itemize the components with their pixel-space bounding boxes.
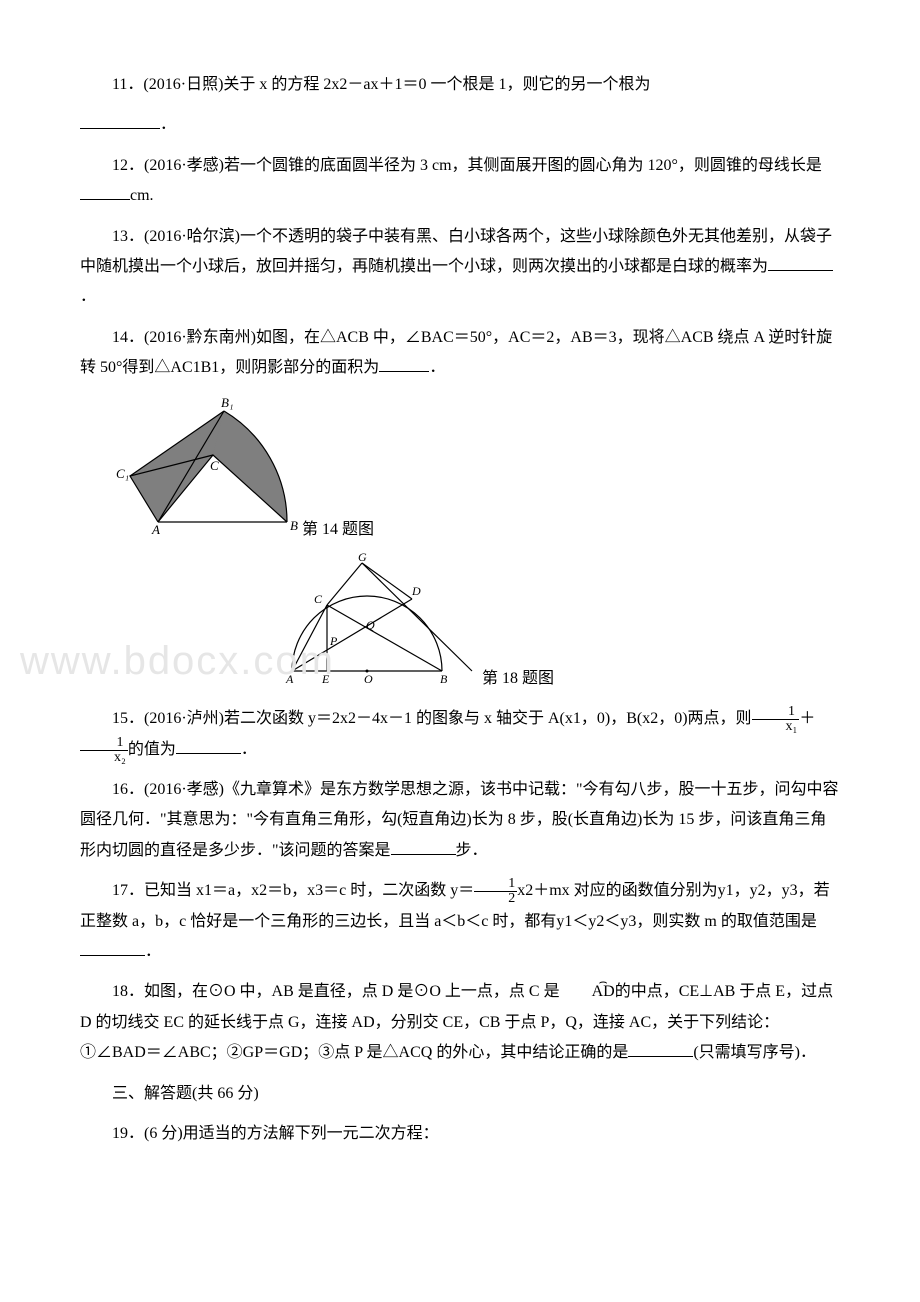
svg-text:G: G [358,553,367,564]
q14-text-a: 14．(2016·黔东南州)如图，在△ACB 中，∠BAC＝50°，AC＝2，A… [80,329,832,376]
svg-text:C: C [314,592,323,606]
q14-blank [379,355,429,372]
q12-text-b: cm. [130,187,154,204]
q11-blank [80,112,160,129]
question-18: 18．如图，在⊙O 中，AB 是直径，点 D 是⊙O 上一点，点 C 是AD的中… [80,977,840,1068]
q12-blank [80,183,130,200]
q17-text-c: ． [145,943,161,960]
sec3-text: 三、解答题(共 66 分) [112,1085,259,1102]
question-11: 11．(2016·日照)关于 x 的方程 2x2－ax＋1＝0 一个根是 1，则… [80,70,840,100]
question-19: 19．(6 分)用适当的方法解下列一元二次方程： [80,1119,840,1149]
q18-text-a: 18．如图，在⊙O 中，AB 是直径，点 D 是⊙O 上一点，点 C 是 [112,983,560,1000]
svg-text:B: B [290,518,298,533]
figure-14-row: A B C B₁ C₁ 第 14 题图 [80,394,840,545]
q16-blank [391,838,456,855]
svg-text:A: A [285,672,294,683]
question-11-line2: ． [80,110,840,140]
svg-text:O: O [364,672,373,683]
q18-arc: AD [560,977,615,1007]
svg-text:B: B [440,672,448,683]
svg-text:B₁: B₁ [221,395,233,410]
q12-text-a: 12．(2016·孝感)若一个圆锥的底面圆半径为 3 cm，其侧面展开图的圆心角… [112,157,822,174]
svg-text:C₁: C₁ [116,466,129,481]
q13-text-b: ． [80,288,96,305]
figure-14-caption: 第 14 题图 [302,521,374,538]
question-14: 14．(2016·黔东南州)如图，在△ACB 中，∠BAC＝50°，AC＝2，A… [80,323,840,384]
svg-text:D: D [411,584,421,598]
q13-text-a: 13．(2016·哈尔滨)一个不透明的袋子中装有黑、白小球各两个，这些小球除颜色… [80,228,832,275]
question-12: 12．(2016·孝感)若一个圆锥的底面圆半径为 3 cm，其侧面展开图的圆心角… [80,151,840,212]
q18-text-c: (只需填写序号)． [693,1044,816,1061]
q18-blank [628,1040,693,1057]
q13-blank [768,254,833,271]
question-17: 17．已知当 x1＝a，x2＝b，x3＝c 时，二次函数 y＝12x2＋mx 对… [80,876,840,967]
question-13: 13．(2016·哈尔滨)一个不透明的袋子中装有黑、白小球各两个，这些小球除颜色… [80,222,840,313]
q11-text-b: ． [160,116,176,133]
q15-frac2: 1x₂ [80,736,128,765]
q15-frac1: 1x₁ [752,705,800,734]
q17-blank [80,939,145,956]
section-3-heading: 三、解答题(共 66 分) [80,1079,840,1109]
q15-text-c: ． [241,741,257,758]
figure-18-caption: 第 18 题图 [482,670,554,687]
q17-text-a: 17．已知当 x1＝a，x2＝b，x3＝c 时，二次函数 y＝ [112,882,474,899]
q19-text: 19．(6 分)用适当的方法解下列一元二次方程： [112,1125,439,1142]
q11-text-a: 11．(2016·日照)关于 x 的方程 2x2－ax＋1＝0 一个根是 1，则… [112,76,651,93]
figure-14: A B C B₁ C₁ [112,394,302,545]
q16-text-b: 步． [456,842,488,859]
svg-text:Q: Q [366,618,375,632]
svg-text:C: C [210,458,219,473]
svg-text:P: P [329,634,338,648]
q14-text-b: ． [429,359,445,376]
svg-text:E: E [321,672,330,683]
q17-frac: 12 [474,877,517,906]
figure-18-row: www.bdocx.com A B O E [80,553,840,694]
q15-plus: ＋ [799,710,815,727]
q15-text-b: 的值为 [128,741,176,758]
question-15: 15．(2016·泸州)若二次函数 y＝2x2－4x－1 的图象与 x 轴交于 … [80,704,840,765]
figure-18: A B O E C D G P Q [272,553,482,694]
q15-text-a: 15．(2016·泸州)若二次函数 y＝2x2－4x－1 的图象与 x 轴交于 … [112,710,752,727]
question-16: 16．(2016·孝感)《九章算术》是东方数学思想之源，该书中记载："今有勾八步… [80,775,840,866]
q15-blank [176,737,241,754]
svg-text:A: A [151,522,160,534]
